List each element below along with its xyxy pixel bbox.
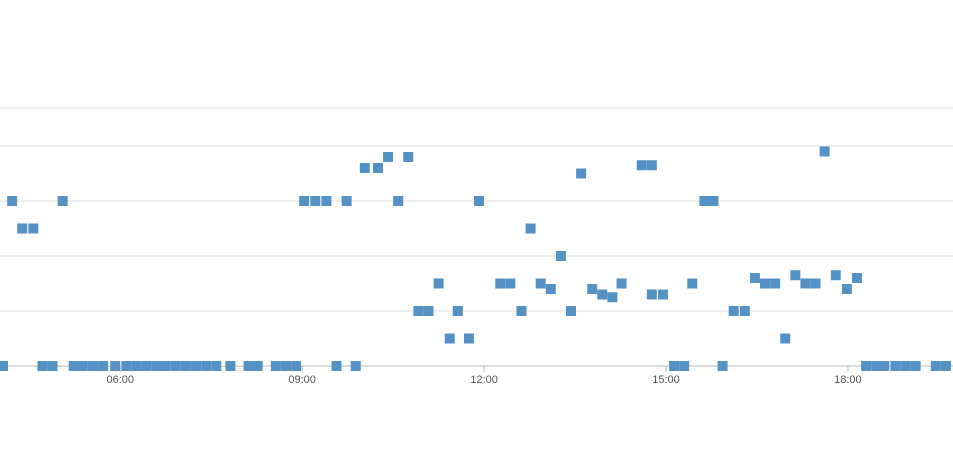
point bbox=[201, 361, 212, 371]
point bbox=[516, 306, 527, 316]
point bbox=[383, 152, 394, 162]
point bbox=[463, 333, 474, 344]
point bbox=[657, 289, 668, 300]
point bbox=[28, 223, 39, 234]
point bbox=[37, 361, 48, 371]
point bbox=[910, 361, 921, 371]
point bbox=[211, 361, 222, 371]
point bbox=[760, 278, 771, 289]
point bbox=[341, 196, 352, 206]
point bbox=[131, 361, 142, 371]
point bbox=[359, 163, 370, 173]
point bbox=[281, 361, 292, 371]
point bbox=[87, 361, 98, 371]
point bbox=[350, 361, 361, 371]
point bbox=[565, 306, 576, 316]
point bbox=[495, 278, 506, 289]
point bbox=[749, 273, 760, 283]
point bbox=[151, 361, 162, 371]
x-tick-label: 06:00 bbox=[106, 374, 134, 386]
point bbox=[444, 333, 455, 344]
point bbox=[587, 284, 598, 294]
point bbox=[7, 196, 18, 206]
point bbox=[739, 306, 750, 316]
point bbox=[225, 361, 236, 371]
point bbox=[597, 289, 608, 300]
point bbox=[879, 361, 890, 371]
point bbox=[170, 361, 181, 371]
point bbox=[110, 361, 121, 371]
point bbox=[669, 361, 680, 371]
point bbox=[535, 278, 546, 289]
x-tick-label: 12:00 bbox=[470, 374, 498, 386]
point bbox=[770, 278, 781, 289]
point bbox=[57, 196, 68, 206]
point bbox=[646, 289, 657, 300]
point bbox=[393, 196, 404, 206]
point bbox=[372, 163, 383, 173]
point bbox=[310, 196, 321, 206]
point bbox=[636, 160, 647, 171]
point bbox=[413, 306, 424, 316]
point bbox=[699, 196, 710, 206]
point bbox=[252, 361, 263, 371]
point bbox=[243, 361, 254, 371]
point bbox=[0, 361, 9, 371]
point bbox=[331, 361, 342, 371]
x-tick-label: 18:00 bbox=[834, 374, 862, 386]
point bbox=[160, 361, 171, 371]
point bbox=[98, 361, 109, 371]
point bbox=[299, 196, 310, 206]
point bbox=[790, 270, 801, 281]
point bbox=[940, 361, 951, 371]
point bbox=[121, 361, 132, 371]
point bbox=[555, 251, 566, 261]
point bbox=[423, 306, 434, 316]
point bbox=[545, 284, 556, 294]
x-tick-label: 15:00 bbox=[652, 374, 680, 386]
point bbox=[180, 361, 191, 371]
point bbox=[717, 361, 728, 371]
point bbox=[861, 361, 872, 371]
point bbox=[708, 196, 719, 206]
point bbox=[890, 361, 901, 371]
point bbox=[810, 278, 821, 289]
point bbox=[830, 270, 841, 281]
point bbox=[270, 361, 281, 371]
point bbox=[321, 196, 332, 206]
point bbox=[607, 292, 618, 303]
point bbox=[646, 160, 657, 171]
point bbox=[930, 361, 941, 371]
point bbox=[452, 306, 463, 316]
point bbox=[77, 361, 88, 371]
point bbox=[819, 146, 830, 157]
point bbox=[505, 278, 516, 289]
point bbox=[841, 284, 852, 294]
point bbox=[800, 278, 811, 289]
point bbox=[679, 361, 690, 371]
point bbox=[525, 223, 536, 234]
point bbox=[191, 361, 202, 371]
point bbox=[68, 361, 79, 371]
point bbox=[851, 273, 862, 283]
point bbox=[291, 361, 302, 371]
point bbox=[474, 196, 485, 206]
point bbox=[780, 333, 791, 344]
point bbox=[17, 223, 28, 234]
point bbox=[687, 278, 698, 289]
point bbox=[900, 361, 911, 371]
point bbox=[403, 152, 414, 162]
point bbox=[871, 361, 882, 371]
point bbox=[433, 278, 444, 289]
x-tick-label: 09:00 bbox=[288, 374, 316, 386]
point bbox=[47, 361, 58, 371]
point bbox=[576, 168, 587, 179]
point bbox=[141, 361, 152, 371]
point bbox=[728, 306, 739, 316]
point bbox=[616, 278, 627, 289]
